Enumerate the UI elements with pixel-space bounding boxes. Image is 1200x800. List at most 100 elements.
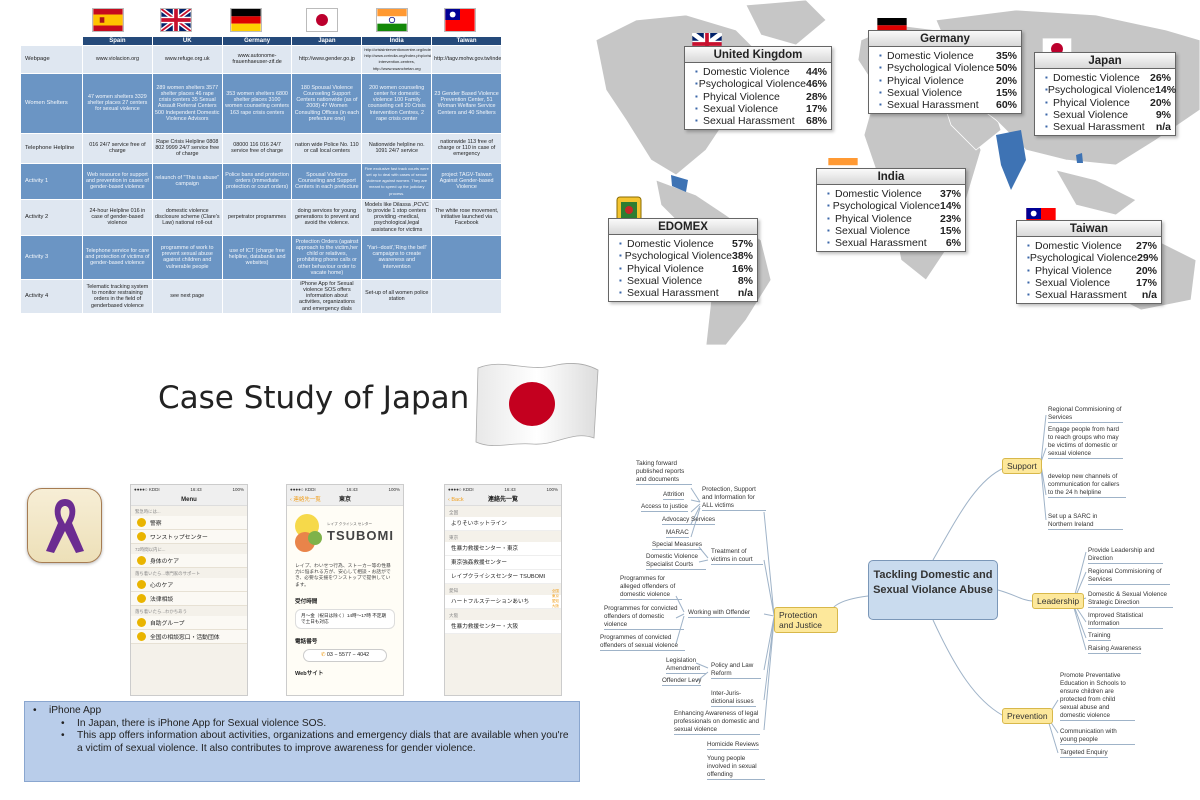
menu-item-mental-care[interactable]: 心のケア bbox=[131, 578, 247, 592]
call-phone-button[interactable]: ✆ 03 − 5577 − 4042 bbox=[303, 648, 387, 662]
contact-section-label: 東京 bbox=[449, 535, 459, 540]
row-header: Webpage bbox=[20, 45, 83, 74]
contact-list-item[interactable]: レイプクライシスセンター TSUBOMI bbox=[445, 570, 561, 584]
mind-map-leaf[interactable]: develop new channels of communication fo… bbox=[1048, 473, 1126, 498]
mind-map-leaf[interactable]: Regional Commisioning of Services bbox=[1048, 406, 1123, 423]
mind-map-leaf[interactable]: Regional Commisioning of Services bbox=[1088, 568, 1170, 585]
mind-map-leaf[interactable]: Set up a SARC in Northern Ireland bbox=[1048, 513, 1123, 530]
stat-label: Psychological Violence bbox=[1029, 252, 1138, 265]
table-cell: 08000 116 016 24/7 service free of charg… bbox=[221, 132, 293, 164]
stat-label: Phyical Violence bbox=[703, 90, 780, 103]
table-cell[interactable]: http://tagv.mohw.gov.tw/index.aspx bbox=[431, 45, 502, 74]
contact-list-item[interactable]: 性暴力救援センター・東京 bbox=[445, 542, 561, 556]
stat-value: 28% bbox=[805, 90, 827, 103]
mind-map-sub-branch[interactable]: Treatment of victims in court bbox=[711, 548, 763, 565]
mind-map-center-node[interactable]: Tackling Domestic and Sexual Violance Ab… bbox=[868, 560, 998, 620]
contact-list-item[interactable]: ハートフルステーションあいち bbox=[445, 595, 561, 609]
menu-item-onestop[interactable]: ワンストップセンター bbox=[131, 530, 247, 544]
stat-value: 20% bbox=[1135, 264, 1157, 277]
mind-map-sub-branch[interactable]: Working with Offender bbox=[688, 609, 751, 618]
bullet-icon: ▪ bbox=[1045, 97, 1048, 107]
mind-map-leaf[interactable]: Communication with young people bbox=[1060, 728, 1135, 745]
mind-map-sub-branch[interactable]: Protection, Support and Information for … bbox=[702, 486, 766, 511]
mind-map-leaf[interactable]: Domestic & Sexual Violence Strategic Dir… bbox=[1088, 591, 1173, 608]
table-cell: relaunch of "This is abuse" campaign bbox=[151, 162, 223, 200]
mind-map-leaf[interactable]: Domestic Violence Specialist Courts bbox=[646, 553, 706, 570]
table-cell[interactable]: www.refuge.org.uk bbox=[151, 45, 223, 74]
menu-item-all-contacts[interactable]: 全国の相談窓口・活動団体 bbox=[131, 630, 247, 644]
mind-map-leaf[interactable]: Access to justice bbox=[641, 503, 688, 512]
mind-map-leaf[interactable]: Special Measures bbox=[652, 541, 703, 550]
table-cell[interactable]: www.violacion.org bbox=[82, 45, 153, 74]
column-header: Japan bbox=[291, 36, 363, 46]
menu-item-self-help[interactable]: 自助グループ bbox=[131, 616, 247, 630]
index-letter[interactable]: 全国 bbox=[551, 589, 559, 593]
mind-map-leaf[interactable]: Young people involved in sexual offendin… bbox=[707, 755, 765, 780]
stat-label: Sexual Harassment bbox=[835, 237, 927, 250]
stat-item: ▪ Psychological Violence 46% bbox=[695, 78, 827, 90]
section-index[interactable]: 全国 東京 愛知 大阪 bbox=[552, 589, 559, 609]
contact-list-item[interactable]: 東京強姦救援センター bbox=[445, 556, 561, 570]
index-letter[interactable]: 大阪 bbox=[551, 604, 559, 608]
stat-value: 20% bbox=[995, 74, 1017, 87]
mind-map-leaf[interactable]: MARAC bbox=[666, 529, 689, 538]
mind-map-leaf[interactable]: Engage people from hard to reach groups … bbox=[1048, 426, 1123, 459]
index-letter[interactable]: 愛知 bbox=[551, 599, 559, 603]
mind-map-leaf[interactable]: Legislation Amendment bbox=[666, 657, 706, 674]
mind-map-leaf[interactable]: Programmes for alleged offenders of dome… bbox=[620, 575, 682, 600]
mind-map-sub-branch[interactable]: Policy and Law Reform bbox=[711, 662, 761, 679]
contact-list-item[interactable]: 性暴力救援センター・大阪 bbox=[445, 620, 561, 634]
contact-list-item[interactable]: よりそいホットライン bbox=[445, 517, 561, 531]
mind-map-sub-branch[interactable]: Inter-Juris-dictional issues bbox=[711, 690, 756, 707]
stat-item: ▪ Sexual Harassment 6% bbox=[827, 237, 961, 249]
table-cell: Web resource for support and prevention … bbox=[82, 162, 153, 200]
menu-item-body-care[interactable]: 身体のケア bbox=[131, 554, 247, 568]
bullet-icon: ▪ bbox=[619, 239, 622, 248]
mind-map-leaf[interactable]: Programmes for convicted offenders of do… bbox=[604, 605, 684, 630]
mind-map-leaf[interactable]: Promote Preventative Education in School… bbox=[1060, 672, 1135, 721]
stat-label: Psychological Violence bbox=[887, 62, 995, 75]
mind-map-leaf[interactable]: Advocacy Services bbox=[662, 516, 716, 525]
table-cell[interactable]: www.autonome-frauenhaeuser-zif.de bbox=[221, 45, 293, 74]
table-cell[interactable]: http://crisisinterventioncentre.org/inde… bbox=[361, 45, 433, 74]
app-icon[interactable] bbox=[27, 488, 102, 563]
mind-map-leaf[interactable]: Homicide Reviews bbox=[707, 741, 759, 750]
index-letter[interactable]: 東京 bbox=[551, 594, 559, 598]
mind-map-leaf[interactable]: Programmes of convicted offenders of sex… bbox=[600, 634, 685, 651]
stats-box-title: Taiwan bbox=[1017, 221, 1161, 237]
mind-map-leaf[interactable]: Attrition bbox=[663, 491, 685, 500]
branch-prevention[interactable]: Prevention bbox=[1002, 708, 1053, 724]
bullet-icon: ▪ bbox=[879, 75, 882, 85]
mind-map-leaf[interactable]: Provide Leadership and Direction bbox=[1088, 547, 1163, 564]
mind-map-leaf[interactable]: Targeted Enquiry bbox=[1060, 749, 1108, 758]
menu-item-police[interactable]: 警察 bbox=[131, 516, 247, 530]
row-header: Women Shelters bbox=[20, 72, 83, 134]
branch-protection-justice[interactable]: Protection and Justice bbox=[774, 607, 838, 633]
mind-map-leaf[interactable]: Training bbox=[1088, 632, 1111, 641]
branch-support[interactable]: Support bbox=[1002, 458, 1042, 474]
stat-value: 15% bbox=[995, 86, 1017, 99]
table-cell: Spousal Violence Counseling and Support … bbox=[291, 162, 363, 200]
branch-leadership[interactable]: Leadership bbox=[1032, 593, 1085, 609]
back-button[interactable]: ‹ 連絡先一覧 bbox=[290, 497, 321, 503]
table-row: Activity 3 Telephone service for care and… bbox=[20, 234, 502, 280]
stat-item: ▪ Psychological Violence 14% bbox=[1045, 84, 1176, 96]
purple-ribbon-icon bbox=[46, 499, 84, 553]
mind-map-leaf[interactable]: Enhancing Awareness of legal professiona… bbox=[674, 710, 760, 735]
stat-item: ▪ Sexual Violence 9% bbox=[1045, 109, 1171, 121]
stat-label: Domestic Violence bbox=[627, 238, 714, 250]
stat-item: ▪ Phyical Violence 16% bbox=[619, 263, 753, 275]
table-cell: 200 women counseling center for domestic… bbox=[361, 72, 433, 134]
mind-map-leaf[interactable]: Offender Levy bbox=[662, 677, 702, 686]
mind-map-leaf[interactable]: Raising Awareness bbox=[1088, 645, 1142, 654]
back-button[interactable]: ‹ Back bbox=[448, 497, 464, 503]
table-cell: Models like Dilassa ,PCVC to provide 1 s… bbox=[361, 198, 433, 236]
table-cell[interactable]: http://www.gender.go.jp bbox=[291, 45, 363, 74]
menu-item-legal[interactable]: 法律相談 bbox=[131, 592, 247, 606]
table-row: Activity 2 24-hour Helpline 016 in case o… bbox=[20, 198, 502, 236]
table-cell: 289 women shelters 3577 shelter places 4… bbox=[151, 72, 223, 134]
mind-map-leaf[interactable]: Improved Statistical Information bbox=[1088, 612, 1163, 629]
plus-icon bbox=[137, 532, 146, 541]
mind-map-leaf[interactable]: Taking forward published reports and doc… bbox=[636, 460, 692, 485]
table-cell: use of ICT (charge free helpline, databa… bbox=[221, 234, 293, 280]
